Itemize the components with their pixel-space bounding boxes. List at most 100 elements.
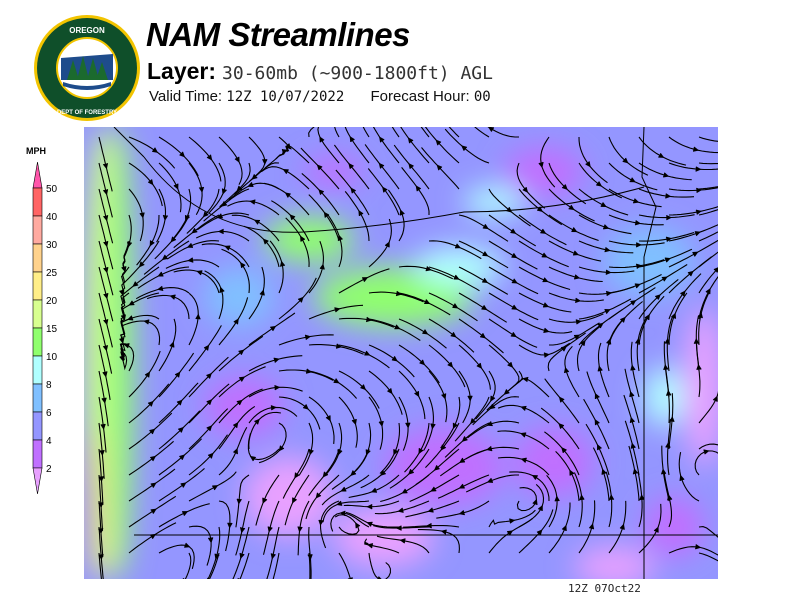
legend-bottom-arrow <box>32 467 43 495</box>
streamline-arrow <box>297 526 303 533</box>
streamline-arrow <box>191 227 198 234</box>
streamline-arrow <box>179 454 186 461</box>
streamline-arrow <box>378 162 385 169</box>
streamline-arrow <box>596 181 603 187</box>
streamline-arrow <box>318 189 325 195</box>
streamline-arrow <box>397 507 404 513</box>
streamline-arrow <box>254 418 260 425</box>
streamline-arrow <box>323 211 330 218</box>
streamline-arrow <box>532 498 538 505</box>
streamline <box>334 127 340 138</box>
streamline <box>239 552 250 579</box>
streamline-arrow <box>203 344 210 351</box>
streamline-arrow <box>157 285 164 292</box>
streamline-arrow <box>253 219 261 225</box>
streamline-arrow <box>278 445 285 452</box>
streamline-arrow <box>270 325 277 332</box>
streamline-arrow <box>436 164 443 171</box>
legend-label: 30 <box>46 240 58 251</box>
streamline-arrow <box>666 214 673 221</box>
streamline-arrow <box>697 311 703 319</box>
streamline-arrow <box>103 319 109 326</box>
streamline-arrow <box>630 364 636 371</box>
streamline-arrow <box>454 243 462 249</box>
streamline-arrow <box>174 371 181 378</box>
streamline-arrow <box>633 198 640 204</box>
streamline-arrow <box>292 497 297 504</box>
streamline-arrow <box>274 384 281 391</box>
streamline-arrow <box>179 151 186 158</box>
streamline-arrow <box>405 422 411 429</box>
streamline-arrow <box>377 576 382 579</box>
streamline-arrow <box>470 418 476 425</box>
streamline-arrow <box>630 442 636 449</box>
streamline-arrow <box>629 177 636 183</box>
streamline-arrow <box>170 236 177 243</box>
streamline-arrow <box>304 334 312 340</box>
streamline-arrow <box>542 277 549 283</box>
streamline-arrow <box>315 492 322 499</box>
streamline-arrow <box>440 529 447 535</box>
streamline-arrow <box>393 449 399 456</box>
streamline-arrow <box>238 349 245 356</box>
streamline-arrow <box>206 399 213 405</box>
streamline-arrow <box>452 303 459 309</box>
streamline-arrow <box>629 390 635 398</box>
streamline-arrow <box>695 209 702 215</box>
streamline-arrow <box>458 483 465 489</box>
legend-swatch <box>32 439 43 469</box>
streamline-arrow <box>333 378 340 384</box>
streamline-arrow <box>173 183 179 190</box>
streamline-arrow <box>224 245 231 251</box>
streamline-arrow <box>202 211 209 218</box>
streamline-arrow <box>347 577 353 579</box>
legend-label: 15 <box>46 324 58 335</box>
streamline-arrow <box>425 523 432 529</box>
streamline-arrow <box>680 290 686 297</box>
streamline-arrow <box>408 163 414 169</box>
streamline-arrow <box>541 252 548 258</box>
streamline-arrow <box>458 510 465 516</box>
streamline-arrow <box>217 228 224 235</box>
streamline-arrow <box>364 350 371 356</box>
legend-swatch <box>32 327 43 357</box>
streamline-arrow <box>427 507 434 513</box>
streamline-arrow <box>461 145 468 151</box>
streamline-arrow <box>461 436 468 442</box>
streamline-arrow <box>198 186 205 193</box>
streamline <box>420 127 430 138</box>
oregon-department-of-forestry-logo: OREGON DEPT OF FORESTRY <box>34 15 140 121</box>
streamline-arrow <box>486 421 493 427</box>
streamline-arrow <box>186 242 194 248</box>
streamline-arrow <box>575 297 582 304</box>
streamline-arrow <box>571 227 578 233</box>
streamline-arrow <box>536 206 543 212</box>
streamline-arrow <box>150 533 157 539</box>
streamline-arrow <box>395 525 402 531</box>
streamline-arrow <box>597 443 602 451</box>
streamline-arrow <box>102 163 109 170</box>
streamline-arrow <box>579 494 585 501</box>
streamline-arrow <box>233 447 238 455</box>
streamline-arrow <box>490 395 496 402</box>
streamline-arrow <box>563 366 570 374</box>
streamline-arrow <box>459 457 466 463</box>
streamline-arrow <box>635 242 642 248</box>
streamline-arrow <box>232 421 239 428</box>
streamline-arrow <box>233 318 239 325</box>
streamline-arrow <box>103 292 109 300</box>
streamline-arrow <box>712 395 718 402</box>
streamline-arrow <box>384 241 390 248</box>
streamline-arrow <box>378 420 384 428</box>
streamline-arrow <box>196 270 203 276</box>
streamline-arrow <box>694 231 701 237</box>
streamline-arrow <box>216 213 223 219</box>
streamline-arrow <box>430 423 436 430</box>
streamline-arrow <box>407 137 414 144</box>
streamline <box>184 552 192 579</box>
streamline-arrow <box>619 523 625 530</box>
streamline-arrow <box>99 449 105 457</box>
streamline-arrow <box>568 204 575 211</box>
streamline-arrow <box>294 472 300 479</box>
streamline-arrow <box>440 444 447 451</box>
